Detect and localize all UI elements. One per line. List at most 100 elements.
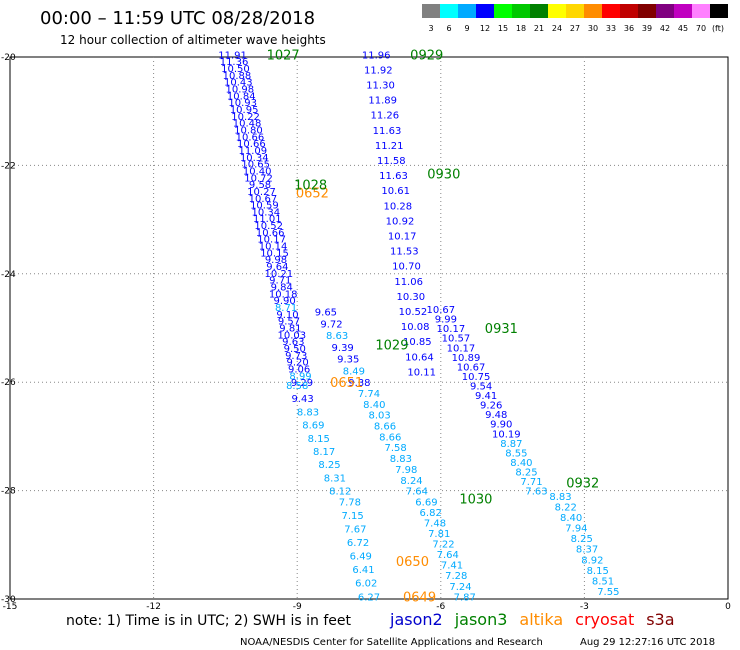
legend-label: 42 bbox=[660, 24, 670, 33]
wave-height-obs: 10.34 bbox=[240, 153, 269, 164]
mission-jason2: jason2 bbox=[389, 610, 443, 629]
wave-height-obs: 10.48 bbox=[233, 119, 262, 130]
wave-height-obs: 7.24 bbox=[449, 582, 471, 593]
wave-height-obs: 10.88 bbox=[223, 71, 252, 82]
wave-height-obs: 9.29 bbox=[291, 378, 313, 389]
wave-height-obs: 10.84 bbox=[227, 91, 256, 102]
wave-height-obs: 9.41 bbox=[475, 391, 497, 402]
wave-height-obs: 7.98 bbox=[395, 465, 417, 476]
wave-height-obs: 11.09 bbox=[239, 146, 268, 157]
wave-height-obs: 11.26 bbox=[371, 111, 400, 122]
wave-height-obs: 8.83 bbox=[390, 454, 412, 465]
wave-height-obs: 10.57 bbox=[442, 334, 471, 345]
wave-height-obs: 10.17 bbox=[257, 235, 286, 246]
legend-swatch bbox=[710, 4, 728, 18]
wave-height-obs: 10.28 bbox=[384, 201, 413, 212]
wave-height-obs: 8.66 bbox=[374, 422, 396, 433]
wave-height-obs: 10.67 bbox=[457, 362, 486, 373]
wave-height-obs: 7.87 bbox=[454, 592, 476, 603]
wave-height-obs: 10.98 bbox=[225, 84, 254, 95]
wave-height-obs: 7.28 bbox=[445, 571, 467, 582]
lon-tick-label: -6 bbox=[436, 602, 445, 612]
wave-height-obs: 6.27 bbox=[358, 592, 380, 603]
wave-height-obs: 8.49 bbox=[343, 366, 365, 377]
wave-height-obs: 6.82 bbox=[420, 508, 442, 519]
wave-height-obs: 10.92 bbox=[386, 216, 415, 227]
wave-height-obs: 10.30 bbox=[397, 292, 426, 303]
wave-height-obs: 7.41 bbox=[441, 561, 463, 572]
legend-swatch bbox=[422, 4, 440, 18]
wave-height-obs: 8.15 bbox=[308, 434, 330, 445]
wave-height-obs: 6.72 bbox=[347, 538, 369, 549]
wave-height-obs: 9.48 bbox=[485, 410, 507, 421]
wave-height-obs: 11.91 bbox=[218, 50, 247, 61]
legend-swatch bbox=[440, 4, 458, 18]
pass-time-label: 0929 bbox=[410, 48, 443, 63]
legend-label: 21 bbox=[534, 24, 544, 33]
legend-swatch bbox=[656, 4, 674, 18]
wave-height-obs: 8.31 bbox=[324, 473, 346, 484]
wave-height-obs: 8.17 bbox=[313, 447, 335, 458]
wave-height-obs: 11.96 bbox=[362, 50, 391, 61]
wave-height-obs: 8.25 bbox=[571, 534, 593, 545]
wave-height-obs: 9.50 bbox=[284, 344, 306, 355]
wave-height-obs: 10.52 bbox=[399, 307, 428, 318]
wave-height-obs: 9.71 bbox=[269, 276, 291, 287]
pass-time-label: 0651 bbox=[330, 376, 363, 391]
legend-swatch bbox=[512, 4, 530, 18]
wave-height-obs: 10.17 bbox=[447, 343, 476, 354]
legend-label: 70 bbox=[696, 24, 706, 33]
wave-height-obs: 10.67 bbox=[426, 305, 455, 316]
legend-swatch bbox=[638, 4, 656, 18]
wave-height-obs: 9.26 bbox=[480, 401, 502, 412]
lon-tick-label: -9 bbox=[293, 602, 302, 612]
legend-label: 45 bbox=[678, 24, 688, 33]
wave-height-obs: 9.63 bbox=[282, 337, 304, 348]
legend-swatch bbox=[584, 4, 602, 18]
wave-height-obs: 10.61 bbox=[381, 186, 410, 197]
legend-swatch bbox=[476, 4, 494, 18]
wave-height-obs: 10.08 bbox=[401, 322, 430, 333]
mission-jason3: jason3 bbox=[454, 610, 508, 629]
wave-height-obs: 10.40 bbox=[243, 166, 272, 177]
wave-height-obs: 8.40 bbox=[363, 400, 385, 411]
generated-timestamp: Aug 29 12:27:16 UTC 2018 bbox=[580, 637, 715, 648]
wave-height-obs: 10.75 bbox=[462, 372, 491, 383]
wave-height-obs: 10.14 bbox=[259, 242, 288, 253]
legend-label: 33 bbox=[606, 24, 616, 33]
legend-label: 18 bbox=[516, 24, 526, 33]
wave-height-obs: 7.55 bbox=[597, 587, 619, 598]
wave-height-obs: 9.81 bbox=[279, 324, 301, 335]
wave-height-obs: 10.18 bbox=[269, 289, 298, 300]
note-text: note: 1) Time is in UTC; 2) SWH is in fe… bbox=[66, 613, 352, 629]
pass-time-label: 1029 bbox=[375, 338, 408, 353]
wave-height-obs: 9.73 bbox=[285, 351, 307, 362]
wave-height-obs: 10.15 bbox=[260, 248, 289, 259]
wave-height-obs: 8.25 bbox=[515, 467, 537, 478]
legend-swatch bbox=[602, 4, 620, 18]
pass-time-label: 1028 bbox=[294, 178, 327, 193]
wave-height-obs: 10.93 bbox=[228, 98, 257, 109]
legend-swatch bbox=[620, 4, 638, 18]
wave-height-obs: 8.24 bbox=[400, 476, 422, 487]
wave-height-obs: 9.72 bbox=[320, 319, 342, 330]
lon-tick-label: -3 bbox=[580, 602, 589, 612]
legend-label: 6 bbox=[446, 24, 451, 33]
wave-height-obs: 10.43 bbox=[224, 78, 253, 89]
wave-height-obs: 8.66 bbox=[379, 432, 401, 443]
wave-height-obs: 9.98 bbox=[265, 255, 287, 266]
lon-tick-label: 0 bbox=[725, 602, 731, 612]
wave-height-obs: 10.17 bbox=[437, 324, 466, 335]
wave-height-obs: 10.72 bbox=[244, 173, 273, 184]
observations-layer: 11.9111.3610.5010.8810.4310.9810.8410.93… bbox=[218, 50, 619, 603]
plot-frame bbox=[9, 56, 729, 600]
wave-height-obs: 8.69 bbox=[302, 421, 324, 432]
wave-height-obs: 10.22 bbox=[231, 112, 260, 123]
wave-height-obs: 7.94 bbox=[565, 524, 587, 535]
wave-height-obs: 10.89 bbox=[452, 353, 481, 364]
wave-height-obs: 8.03 bbox=[369, 411, 391, 422]
wave-height-obs: 7.15 bbox=[341, 511, 363, 522]
wave-height-obs: 8.99 bbox=[289, 371, 311, 382]
legend-label: 12 bbox=[480, 24, 490, 33]
pass-time-label: 0650 bbox=[396, 555, 429, 570]
